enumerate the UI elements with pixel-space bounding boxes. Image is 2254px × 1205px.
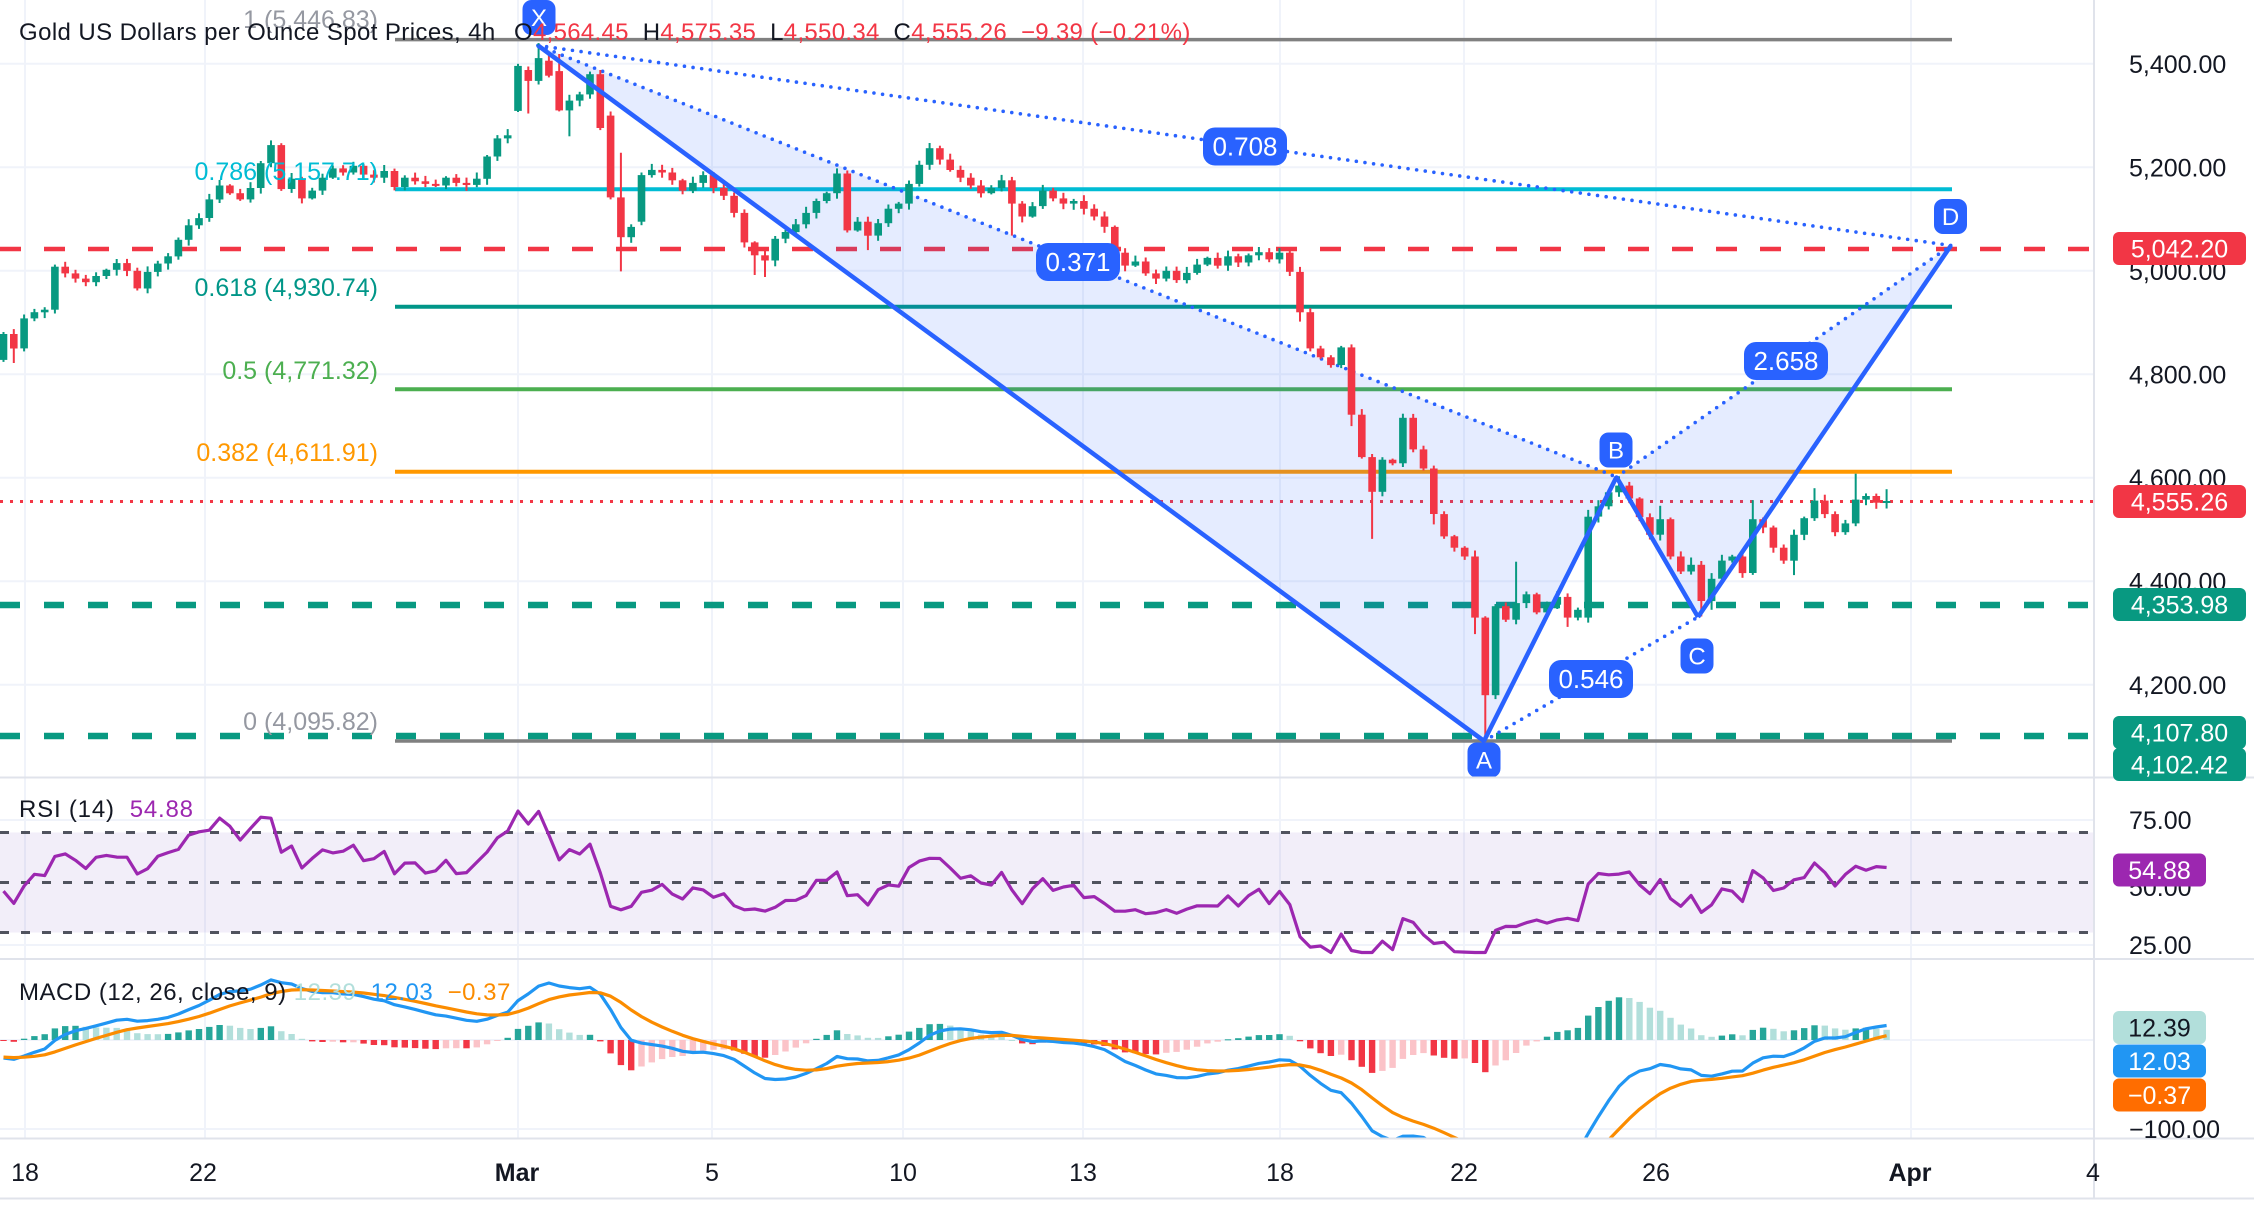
svg-text:5,200.00: 5,200.00 bbox=[2129, 154, 2226, 182]
svg-text:0.371: 0.371 bbox=[1045, 247, 1110, 277]
svg-text:2.658: 2.658 bbox=[1753, 346, 1818, 376]
svg-text:Mar: Mar bbox=[495, 1159, 540, 1187]
svg-text:4,107.80: 4,107.80 bbox=[2131, 720, 2228, 748]
svg-text:5,400.00: 5,400.00 bbox=[2129, 51, 2226, 79]
svg-text:0.618 (4,930.74): 0.618 (4,930.74) bbox=[195, 274, 378, 302]
svg-text:26: 26 bbox=[1642, 1159, 1670, 1187]
svg-text:5: 5 bbox=[705, 1159, 719, 1187]
svg-text:12.03: 12.03 bbox=[2128, 1048, 2191, 1076]
svg-text:22: 22 bbox=[189, 1159, 217, 1187]
svg-text:25.00: 25.00 bbox=[2129, 932, 2192, 960]
svg-text:12.39: 12.39 bbox=[2128, 1015, 2191, 1043]
svg-text:4,200.00: 4,200.00 bbox=[2129, 672, 2226, 700]
svg-text:0.786 (5,157.71): 0.786 (5,157.71) bbox=[195, 158, 378, 186]
svg-text:54.88: 54.88 bbox=[2128, 857, 2191, 885]
svg-text:0.546: 0.546 bbox=[1558, 664, 1623, 694]
svg-text:Gold US Dollars per Ounce Spot: Gold US Dollars per Ounce Spot Prices, 4… bbox=[19, 19, 496, 46]
svg-text:1 (5,446.83): 1 (5,446.83) bbox=[243, 6, 378, 34]
svg-text:0.708: 0.708 bbox=[1212, 132, 1277, 162]
svg-text:C: C bbox=[1688, 644, 1705, 671]
svg-text:4,800.00: 4,800.00 bbox=[2129, 361, 2226, 389]
svg-text:−100.00: −100.00 bbox=[2129, 1116, 2220, 1144]
svg-text:A: A bbox=[1476, 748, 1492, 775]
svg-text:75.00: 75.00 bbox=[2129, 807, 2192, 835]
svg-text:Apr: Apr bbox=[1888, 1159, 1931, 1187]
svg-text:MACD (12, 26, close, 9) 12.39: MACD (12, 26, close, 9) 12.39 12.03 −0.3… bbox=[19, 979, 511, 1006]
svg-text:18: 18 bbox=[11, 1159, 39, 1187]
svg-text:−0.37: −0.37 bbox=[2128, 1082, 2191, 1110]
svg-text:0 (4,095.82): 0 (4,095.82) bbox=[243, 708, 378, 736]
svg-text:X: X bbox=[531, 5, 547, 32]
svg-text:0.382 (4,611.91): 0.382 (4,611.91) bbox=[196, 439, 378, 467]
svg-text:22: 22 bbox=[1450, 1159, 1478, 1187]
svg-text:O4,564.45 H4,575.35 L4,550.3: O4,564.45 H4,575.35 L4,550.34 C4,555.26 … bbox=[514, 19, 1191, 46]
svg-text:4: 4 bbox=[2086, 1159, 2100, 1187]
svg-text:B: B bbox=[1608, 438, 1624, 465]
svg-text:RSI (14) 54.88: RSI (14) 54.88 bbox=[19, 796, 194, 823]
svg-text:13: 13 bbox=[1069, 1159, 1097, 1187]
svg-text:5,042.20: 5,042.20 bbox=[2131, 236, 2228, 264]
svg-text:18: 18 bbox=[1266, 1159, 1294, 1187]
svg-text:4,353.98: 4,353.98 bbox=[2131, 592, 2228, 620]
svg-text:10: 10 bbox=[889, 1159, 917, 1187]
svg-text:4,555.26: 4,555.26 bbox=[2131, 489, 2228, 517]
svg-text:4,102.42: 4,102.42 bbox=[2131, 752, 2228, 780]
svg-text:D: D bbox=[1942, 204, 1959, 231]
svg-text:0.5 (4,771.32): 0.5 (4,771.32) bbox=[222, 357, 378, 385]
